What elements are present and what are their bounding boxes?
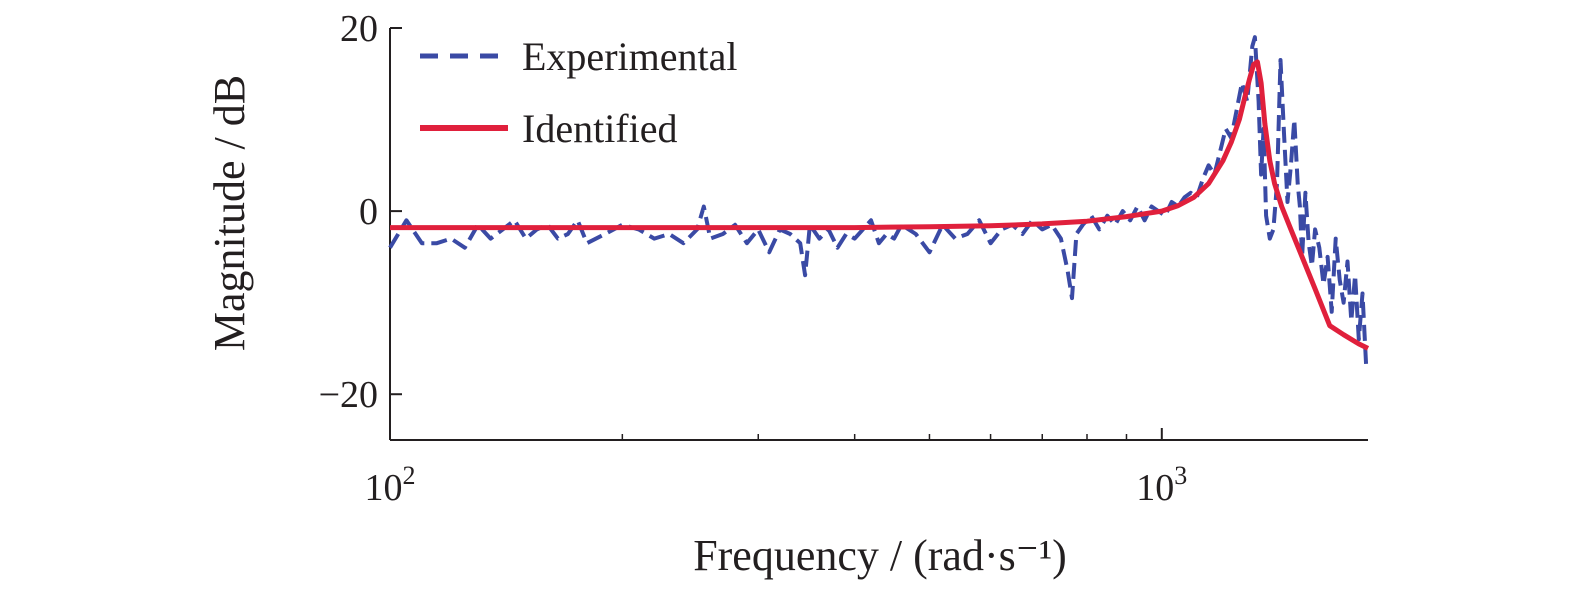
legend-label: Experimental — [522, 34, 737, 79]
y-tick-label: 0 — [359, 191, 378, 233]
legend: Experimental Identified — [420, 34, 737, 151]
x-axis-label: Frequency / (rad·s⁻¹) — [693, 531, 1067, 580]
x-tick-label: 103 — [1136, 461, 1187, 509]
axes: 20 0 −20 102 103 — [319, 8, 1368, 509]
x-tick-label: 102 — [365, 461, 416, 509]
y-tick-label: 20 — [340, 8, 378, 50]
y-tick-label: −20 — [319, 374, 378, 416]
series-line-experimental — [388, 35, 1369, 367]
series-line-identified — [390, 59, 1370, 351]
y-axis-label: Magnitude / dB — [205, 75, 254, 351]
plot-series — [388, 35, 1370, 367]
legend-label: Identified — [522, 106, 678, 151]
